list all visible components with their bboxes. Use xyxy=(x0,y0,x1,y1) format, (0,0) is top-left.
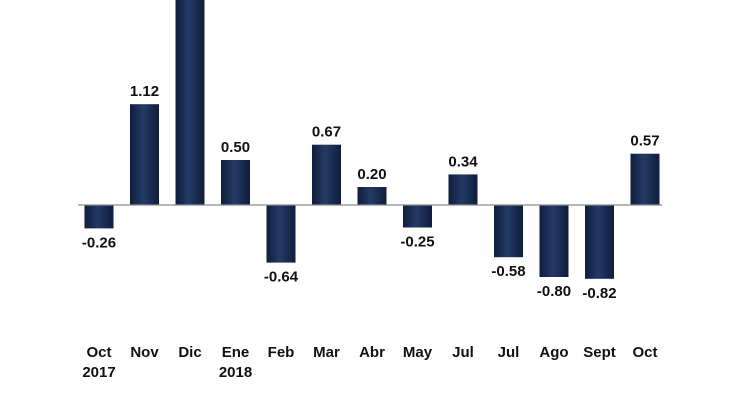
bar-11 xyxy=(585,205,614,279)
bar-1 xyxy=(130,104,159,205)
bar-2 xyxy=(175,0,205,205)
category-label-0: Oct xyxy=(86,344,111,361)
bars-layer xyxy=(84,0,660,279)
bar-3 xyxy=(221,160,250,205)
category-label-2: Dic xyxy=(178,344,201,361)
bar-12 xyxy=(630,153,660,205)
category-label-12: Oct xyxy=(632,344,657,361)
category-label-8: Jul xyxy=(452,344,474,361)
value-label-1: 1.12 xyxy=(130,83,159,100)
value-label-4: -0.64 xyxy=(264,269,299,286)
category-label-4: Feb xyxy=(268,344,295,361)
bar-6 xyxy=(357,187,387,205)
value-label-11: -0.82 xyxy=(582,285,616,302)
category-label-3: Ene xyxy=(222,344,250,361)
category-year-3: 2018 xyxy=(219,364,252,381)
bar-9 xyxy=(494,205,523,258)
value-label-6: 0.20 xyxy=(357,166,386,183)
bar-10 xyxy=(539,205,569,277)
value-label-3: 0.50 xyxy=(221,139,250,156)
category-label-9: Jul xyxy=(498,344,520,361)
value-label-7: -0.25 xyxy=(400,234,434,251)
value-label-9: -0.58 xyxy=(491,263,525,280)
value-label-8: 0.34 xyxy=(448,153,478,170)
value-label-12: 0.57 xyxy=(630,133,659,150)
bar-7 xyxy=(403,205,432,228)
bar-0 xyxy=(84,205,114,229)
value-label-0: -0.26 xyxy=(82,234,116,251)
bar-4 xyxy=(266,205,296,263)
category-label-10: Ago xyxy=(539,344,568,361)
category-label-6: Abr xyxy=(359,344,385,361)
category-labels-layer: Oct 2017 Nov Dic Ene 2018 Feb Mar Abr May Jul Jul Ag… xyxy=(82,344,657,381)
category-label-1: Nov xyxy=(130,344,159,361)
category-label-7: May xyxy=(403,344,433,361)
bar-5 xyxy=(312,144,341,205)
value-label-5: 0.67 xyxy=(312,124,341,141)
value-label-10: -0.80 xyxy=(537,283,571,300)
category-year-0: 2017 xyxy=(82,364,115,381)
category-label-5: Mar xyxy=(313,344,340,361)
category-label-11: Sept xyxy=(583,344,616,361)
bar-8 xyxy=(448,174,478,205)
value-labels-layer: -0.26 1.12 0.50 -0.64 0.67 0.20 -0.25 0.34 -0.58… xyxy=(82,83,660,302)
